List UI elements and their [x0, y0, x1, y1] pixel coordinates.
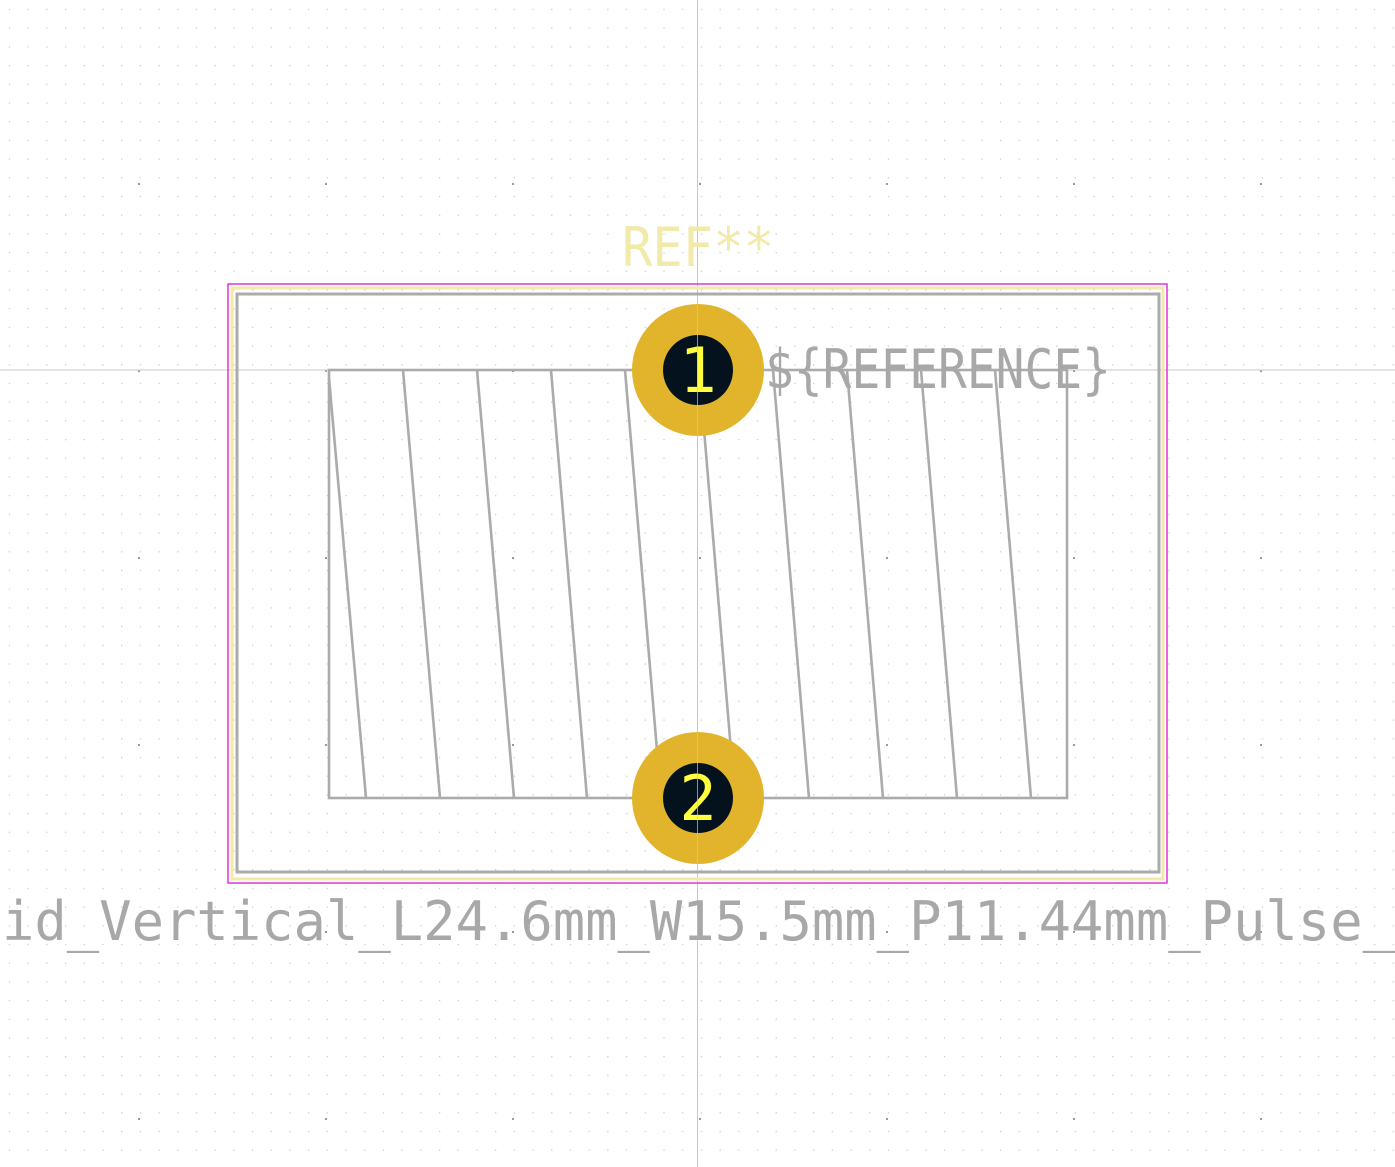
coil-windings [327, 369, 1033, 799]
courtyard-outline[interactable] [227, 283, 1168, 884]
footprint-value-text[interactable]: id_Vertical_L24.6mm_W15.5mm_P11.44mm_Pul… [2, 890, 1395, 953]
fab-outline[interactable] [235, 292, 1161, 874]
winding-line [401, 369, 442, 799]
winding-line [549, 369, 589, 799]
winding-line [475, 369, 516, 799]
winding-line [697, 369, 737, 799]
winding-line [993, 369, 1033, 799]
silkscreen-outline[interactable] [230, 286, 1165, 881]
winding-line [771, 369, 811, 799]
winding-line [623, 369, 663, 799]
winding-line [327, 377, 368, 799]
fab-reference-text[interactable]: ${REFERENCE} [765, 338, 1111, 401]
winding-line [919, 369, 959, 799]
ref-designator-text[interactable]: REF** [622, 216, 774, 279]
winding-line [845, 369, 885, 799]
